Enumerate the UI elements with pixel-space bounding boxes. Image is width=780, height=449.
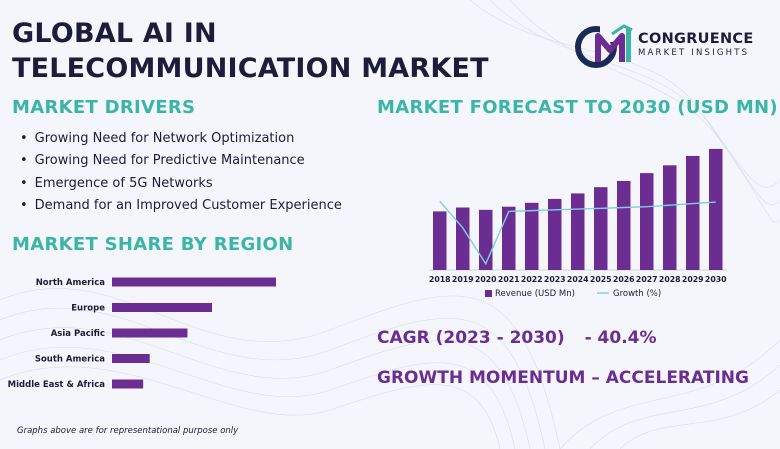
region-label: Middle East & Africa — [8, 380, 106, 390]
region-label: North America — [36, 278, 106, 288]
driver-item: Emergence of 5G Networks — [20, 173, 342, 195]
market-drivers-heading: MARKET DRIVERS — [12, 97, 196, 118]
year-tick-label: 2028 — [659, 275, 681, 284]
brand-name: CONGRUENCE — [638, 31, 754, 47]
revenue-bar — [571, 193, 585, 270]
revenue-bar — [479, 209, 493, 270]
growth-momentum: GROWTH MOMENTUM – ACCELERATING — [377, 368, 749, 388]
year-tick-label: 2027 — [636, 275, 658, 284]
brand-wordmark: CONGRUENCE MARKET INSIGHTS — [638, 31, 754, 58]
revenue-bar — [709, 148, 723, 270]
driver-item: Growing Need for Network Optimization — [20, 128, 342, 150]
year-tick-label: 2030 — [705, 275, 727, 284]
growth-line — [439, 200, 716, 266]
legend-revenue-swatch — [485, 290, 492, 297]
footnote: Graphs above are for representational pu… — [17, 426, 239, 436]
year-tick-label: 2022 — [521, 275, 543, 284]
region-share-chart: North America Europe Asia Pacific South Ame… — [8, 277, 276, 390]
revenue-bar — [663, 165, 677, 270]
year-tick-label: 2020 — [475, 275, 497, 284]
page-title-line-2: TELECOMMUNICATION MARKET — [12, 53, 489, 84]
page-title-line-1: GLOBAL AI IN — [12, 18, 217, 49]
region-label: Europe — [71, 304, 105, 314]
revenue-bar — [502, 206, 516, 270]
year-tick-label: 2018 — [429, 275, 451, 284]
legend-growth-label: Growth (%) — [613, 289, 661, 299]
region-bar — [112, 277, 276, 287]
cagr-stat: CAGR (2023 - 2030) - 40.4% — [377, 328, 657, 348]
forecast-heading: MARKET FORECAST TO 2030 (USD MN) — [377, 97, 778, 118]
region-bar — [112, 303, 213, 312]
forecast-chart: 2018 2019 2020 2021 2022 2023 2024 2025 2026 2027… — [429, 148, 727, 299]
region-bar — [112, 354, 150, 363]
year-tick-label: 2019 — [452, 275, 474, 284]
region-label: Asia Pacific — [51, 329, 105, 339]
legend-revenue-label: Revenue (USD Mn) — [495, 289, 575, 299]
revenue-bar — [456, 207, 470, 270]
revenue-bar — [686, 155, 700, 270]
market-drivers-list: Growing Need for Network Optimization Gr… — [20, 128, 342, 217]
revenue-bar — [433, 211, 447, 270]
revenue-bar — [548, 198, 562, 270]
cmi-monogram-icon — [575, 24, 633, 68]
driver-item: Demand for an Improved Customer Experien… — [20, 195, 342, 217]
driver-item: Growing Need for Predictive Maintenance — [20, 150, 342, 172]
region-share-heading: MARKET SHARE BY REGION — [12, 234, 294, 255]
year-tick-label: 2021 — [498, 275, 520, 284]
revenue-bar — [640, 173, 654, 270]
brand-tagline: MARKET INSIGHTS — [638, 48, 750, 58]
year-tick-label: 2024 — [567, 275, 589, 284]
region-bar — [112, 379, 144, 389]
region-label: South America — [35, 355, 105, 365]
revenue-bar — [525, 202, 539, 270]
region-bar — [112, 328, 188, 338]
year-tick-label: 2026 — [613, 275, 635, 284]
page-title: GLOBAL AI IN TELECOMMUNICATION MARKET — [12, 16, 489, 86]
year-tick-label: 2023 — [544, 275, 566, 284]
cagr-value: - 40.4% — [584, 328, 657, 348]
year-tick-label: 2029 — [682, 275, 704, 284]
year-tick-label: 2025 — [590, 275, 612, 284]
revenue-bar — [594, 187, 608, 270]
cagr-label: CAGR (2023 - 2030) — [377, 328, 565, 348]
revenue-bar — [617, 180, 631, 270]
